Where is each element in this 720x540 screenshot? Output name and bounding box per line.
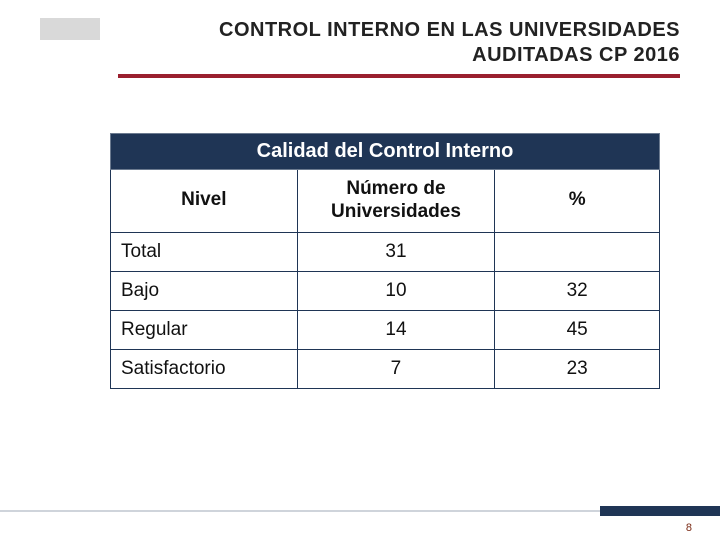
footer-accent bbox=[600, 506, 720, 516]
table-row: Total 31 bbox=[111, 232, 660, 271]
cell-pct bbox=[495, 232, 660, 271]
cell-numero: 10 bbox=[297, 271, 495, 310]
cell-nivel: Regular bbox=[111, 310, 298, 349]
table-row: Satisfactorio 7 23 bbox=[111, 349, 660, 388]
table-title: Calidad del Control Interno bbox=[111, 134, 660, 170]
header: CONTROL INTERNO EN LAS UNIVERSIDADES AUD… bbox=[0, 0, 720, 68]
page-number: 8 bbox=[686, 522, 692, 534]
header-rule bbox=[118, 74, 680, 78]
cell-numero: 7 bbox=[297, 349, 495, 388]
table-row: Regular 14 45 bbox=[111, 310, 660, 349]
cell-pct: 32 bbox=[495, 271, 660, 310]
cell-nivel: Total bbox=[111, 232, 298, 271]
cell-nivel: Satisfactorio bbox=[111, 349, 298, 388]
table-header-row: Nivel Número de Universidades % bbox=[111, 170, 660, 233]
col-header-nivel: Nivel bbox=[111, 170, 298, 233]
cell-numero: 14 bbox=[297, 310, 495, 349]
col-header-pct: % bbox=[495, 170, 660, 233]
page-title-line1: CONTROL INTERNO EN LAS UNIVERSIDADES bbox=[219, 19, 680, 41]
table-title-row: Calidad del Control Interno bbox=[111, 134, 660, 170]
col-header-numero: Número de Universidades bbox=[297, 170, 495, 233]
cell-pct: 45 bbox=[495, 310, 660, 349]
cell-numero: 31 bbox=[297, 232, 495, 271]
quality-table-container: Calidad del Control Interno Nivel Número… bbox=[110, 133, 660, 389]
cell-pct: 23 bbox=[495, 349, 660, 388]
page-title: CONTROL INTERNO EN LAS UNIVERSIDADES AUD… bbox=[118, 18, 680, 68]
table-row: Bajo 10 32 bbox=[111, 271, 660, 310]
cell-nivel: Bajo bbox=[111, 271, 298, 310]
header-decor-block bbox=[40, 18, 100, 40]
quality-table: Calidad del Control Interno Nivel Número… bbox=[110, 133, 660, 389]
page-title-line2: AUDITADAS CP 2016 bbox=[472, 44, 680, 66]
